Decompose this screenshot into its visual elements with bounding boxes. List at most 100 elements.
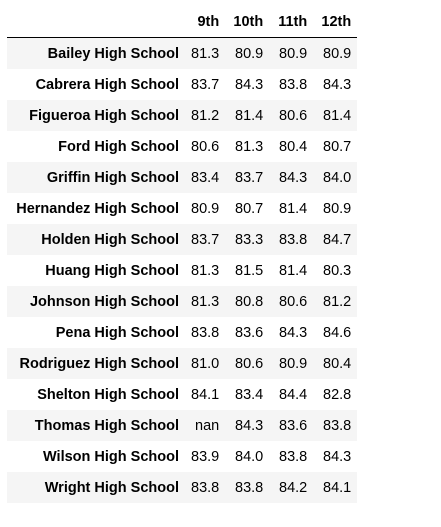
cell-9th: 81.2 [191, 107, 220, 124]
cell-11th: 80.4 [279, 138, 308, 155]
cell-10th: 84.3 [235, 417, 264, 434]
cell-12th: 80.4 [323, 355, 352, 372]
cell-12th: 80.9 [323, 200, 352, 217]
cell-11th: 81.4 [279, 200, 308, 217]
cell-10th: 80.9 [235, 45, 264, 62]
cell-11th: 84.2 [279, 479, 308, 496]
cell-10th: 83.4 [235, 386, 264, 403]
row-label: Pena High School [55, 324, 179, 341]
cell-12th: 84.6 [323, 324, 352, 341]
cell-9th: 83.9 [191, 448, 220, 465]
dataframe-output: 9th 10th 11th 12th Bailey High School 81… [7, 6, 358, 503]
table-row: Holden High School 83.7 83.3 83.8 84.7 [7, 224, 358, 255]
cell-11th: 83.8 [279, 76, 308, 93]
cell-9th: 81.3 [191, 262, 220, 279]
cell-12th: 81.2 [323, 293, 352, 310]
cell-12th: 84.7 [323, 231, 352, 248]
table-row: Wilson High School 83.9 84.0 83.8 84.3 [7, 441, 358, 472]
cell-12th: 84.3 [323, 76, 352, 93]
table-row: Cabrera High School 83.7 84.3 83.8 84.3 [7, 69, 358, 100]
cell-11th: 80.6 [279, 293, 308, 310]
cell-9th: 83.4 [191, 169, 220, 186]
grade-scores-table: 9th 10th 11th 12th Bailey High School 81… [7, 6, 358, 503]
cell-10th: 83.7 [235, 169, 264, 186]
table-row: Ford High School 80.6 81.3 80.4 80.7 [7, 131, 358, 162]
row-label: Huang High School [45, 262, 179, 279]
cell-9th: 84.1 [191, 386, 220, 403]
row-label: Johnson High School [29, 293, 179, 310]
cell-11th: 83.6 [279, 417, 308, 434]
row-label: Hernandez High School [16, 200, 179, 217]
cell-9th: 83.7 [191, 76, 220, 93]
cell-10th: 81.5 [235, 262, 264, 279]
table-row: Griffin High School 83.4 83.7 84.3 84.0 [7, 162, 358, 193]
cell-10th: 81.3 [235, 138, 264, 155]
table-row: Johnson High School 81.3 80.8 80.6 81.2 [7, 286, 358, 317]
table-row: Shelton High School 84.1 83.4 84.4 82.8 [7, 379, 358, 410]
cell-10th: 83.3 [235, 231, 264, 248]
cell-12th: 82.8 [323, 386, 352, 403]
cell-12th: 83.8 [323, 417, 352, 434]
column-header-9th: 9th [185, 6, 226, 38]
row-label: Bailey High School [47, 45, 179, 62]
cell-9th: 80.9 [191, 200, 220, 217]
row-label: Cabrera High School [35, 76, 179, 93]
cell-9th: 81.3 [191, 293, 220, 310]
cell-11th: 84.4 [279, 386, 308, 403]
cell-12th: 80.7 [323, 138, 352, 155]
table-row: Wright High School 83.8 83.8 84.2 84.1 [7, 472, 358, 503]
cell-10th: 84.3 [235, 76, 264, 93]
cell-11th: 83.8 [279, 231, 308, 248]
cell-11th: 83.8 [279, 448, 308, 465]
cell-12th: 84.0 [323, 169, 352, 186]
table-row: Rodriguez High School 81.0 80.6 80.9 80.… [7, 348, 358, 379]
cell-11th: 84.3 [279, 169, 308, 186]
table-body: Bailey High School 81.3 80.9 80.9 80.9 C… [7, 37, 358, 503]
cell-10th: 83.8 [235, 479, 264, 496]
row-label: Holden High School [41, 231, 179, 248]
row-label: Griffin High School [46, 169, 179, 186]
cell-11th: 80.6 [279, 107, 308, 124]
cell-9th: 80.6 [191, 138, 220, 155]
row-label: Wright High School [44, 479, 179, 496]
column-header-12th: 12th [313, 6, 358, 38]
cell-11th: 80.9 [279, 355, 308, 372]
row-label: Ford High School [58, 138, 179, 155]
cell-11th: 84.3 [279, 324, 308, 341]
cell-12th: 81.4 [323, 107, 352, 124]
table-row: Pena High School 83.8 83.6 84.3 84.6 [7, 317, 358, 348]
row-label: Thomas High School [34, 417, 179, 434]
cell-12th: 84.3 [323, 448, 352, 465]
cell-9th: 83.7 [191, 231, 220, 248]
column-header-10th: 10th [225, 6, 270, 38]
index-header [7, 6, 185, 38]
cell-10th: 80.8 [235, 293, 264, 310]
cell-9th: 81.3 [191, 45, 220, 62]
cell-10th: 81.4 [235, 107, 264, 124]
row-label: Figueroa High School [29, 107, 179, 124]
cell-12th: 84.1 [323, 479, 352, 496]
row-label: Shelton High School [37, 386, 179, 403]
cell-11th: 80.9 [279, 45, 308, 62]
cell-12th: 80.9 [323, 45, 352, 62]
cell-10th: 80.6 [235, 355, 264, 372]
cell-12th: 80.3 [323, 262, 352, 279]
cell-10th: 80.7 [235, 200, 264, 217]
cell-9th: nan [195, 417, 220, 434]
table-row: Hernandez High School 80.9 80.7 81.4 80.… [7, 193, 358, 224]
cell-9th: 81.0 [191, 355, 220, 372]
cell-10th: 84.0 [235, 448, 264, 465]
cell-9th: 83.8 [191, 324, 220, 341]
table-row: Figueroa High School 81.2 81.4 80.6 81.4 [7, 100, 358, 131]
row-label: Wilson High School [42, 448, 179, 465]
cell-10th: 83.6 [235, 324, 264, 341]
cell-9th: 83.8 [191, 479, 220, 496]
header-row: 9th 10th 11th 12th [7, 6, 358, 38]
table-row: Bailey High School 81.3 80.9 80.9 80.9 [7, 37, 358, 69]
table-row: Huang High School 81.3 81.5 81.4 80.3 [7, 255, 358, 286]
table-header: 9th 10th 11th 12th [7, 6, 358, 38]
column-header-11th: 11th [269, 6, 314, 38]
row-label: Rodriguez High School [19, 355, 180, 372]
table-row: Thomas High School nan 84.3 83.6 83.8 [7, 410, 358, 441]
cell-11th: 81.4 [279, 262, 308, 279]
